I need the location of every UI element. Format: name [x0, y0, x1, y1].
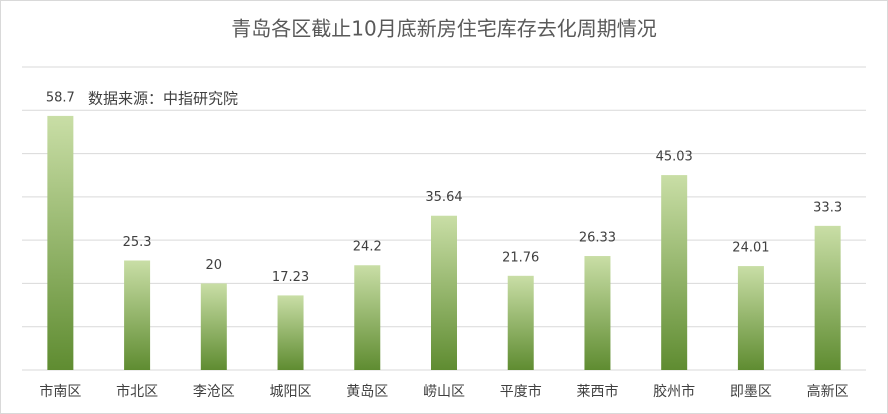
data-label: 25.3: [123, 235, 152, 250]
x-tick-label: 平度市: [500, 383, 542, 400]
data-label: 33.3: [813, 200, 842, 215]
bar: [661, 175, 688, 370]
data-label: 26.33: [579, 231, 616, 246]
bar: [507, 275, 534, 370]
x-tick-label: 城阳区: [270, 384, 312, 400]
bar: [354, 265, 381, 370]
x-tick-label: 李沧区: [193, 383, 235, 400]
x-tick-label: 市南区: [39, 383, 81, 400]
data-label: 24.01: [732, 241, 769, 256]
data-label: 35.64: [425, 190, 462, 205]
x-tick-label: 胶州市: [653, 383, 695, 400]
data-label: 45.03: [656, 150, 693, 165]
data-label: 58.7: [46, 90, 75, 105]
bar: [47, 115, 74, 370]
data-label: 21.76: [502, 250, 539, 265]
bar: [584, 256, 611, 370]
x-tick-label: 崂山区: [423, 384, 465, 400]
bar: [431, 215, 457, 370]
bar: [277, 295, 304, 370]
x-tick-label: 市北区: [116, 383, 158, 400]
bar: [737, 266, 764, 370]
bar: [814, 225, 841, 370]
data-label: 17.23: [272, 270, 309, 285]
x-tick-label: 高新区: [807, 383, 849, 400]
data-label: 24.2: [353, 240, 382, 255]
x-tick-label: 即墨区: [730, 384, 772, 400]
bar: [200, 283, 227, 370]
data-label: 20: [206, 258, 223, 273]
bar: [124, 260, 151, 370]
source-note: 数据来源：中指研究院: [88, 90, 238, 108]
chart-title: 青岛各区截止10月底新房住宅库存去化周期情况: [231, 17, 656, 41]
x-tick-label: 黄岛区: [346, 383, 388, 400]
x-tick-label: 莱西市: [576, 383, 618, 400]
